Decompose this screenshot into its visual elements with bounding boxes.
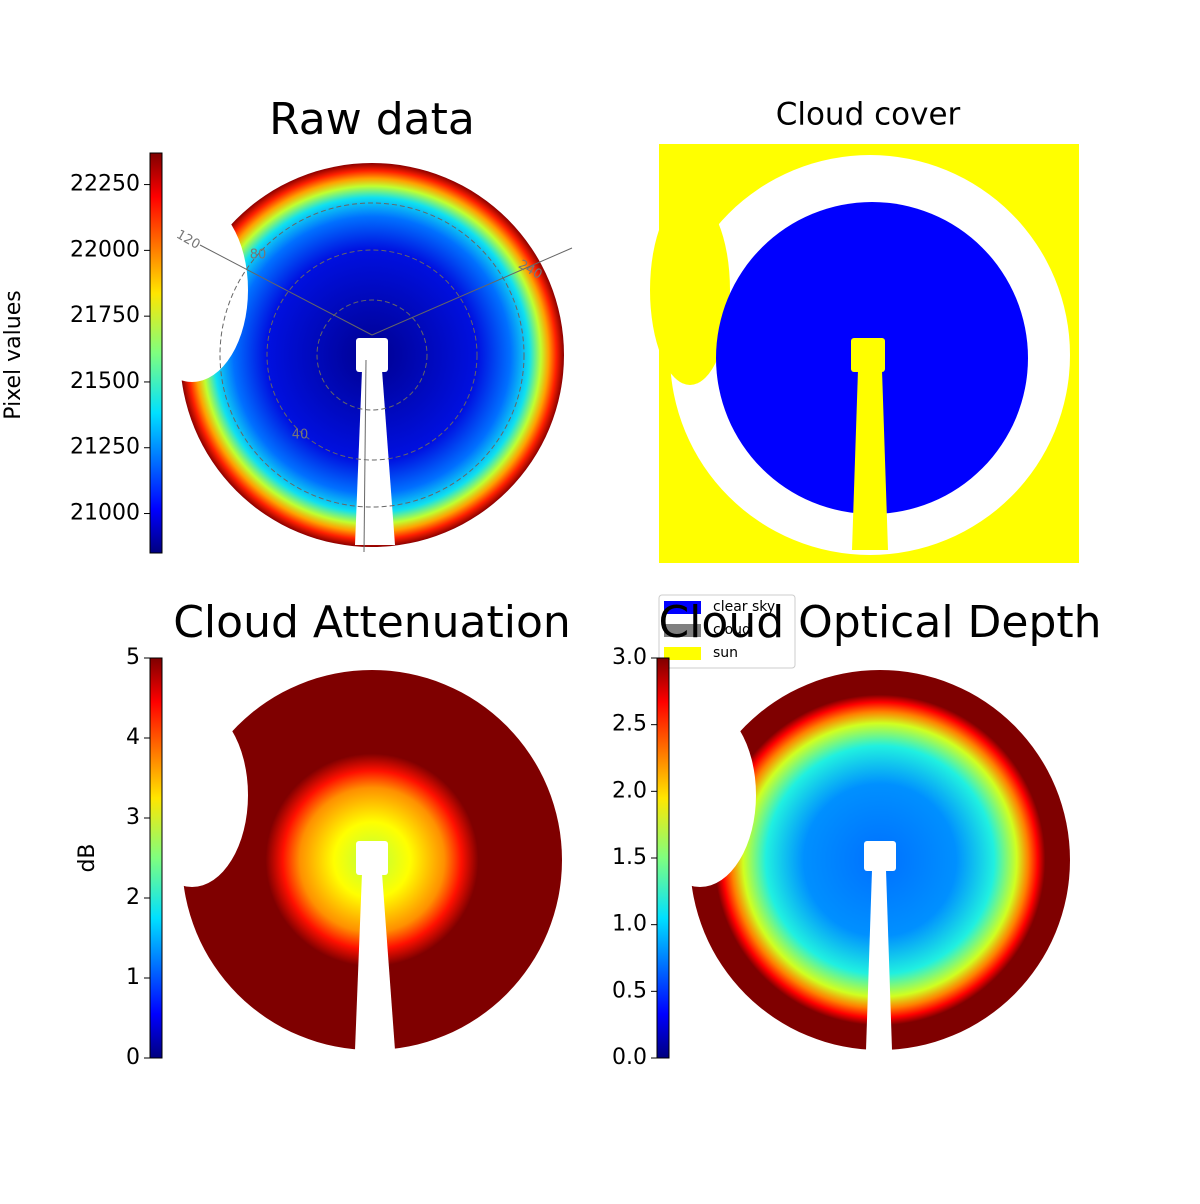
colorbar-tick-label: 22000 [70, 237, 140, 262]
colorbar-tick-label: 0.5 [612, 978, 647, 1003]
colorbar-tick-label: 2.5 [612, 712, 647, 737]
legend-swatch [664, 647, 701, 660]
colorbar-tick-label: 21000 [70, 501, 140, 526]
colorbar-tick-label: 3 [126, 805, 140, 830]
colorbar-tick-label: 22250 [70, 172, 140, 197]
colorbar-tick-label: 4 [126, 725, 140, 750]
colorbar-tick-label: 21250 [70, 435, 140, 460]
panel-title: Cloud cover [776, 97, 961, 133]
colorbar-label: Pixel values [1, 290, 26, 419]
panel-title: Cloud Attenuation [173, 597, 571, 648]
colorbar-tick-label: 1 [126, 965, 140, 990]
panel-title: Cloud Optical Depth [658, 597, 1101, 648]
legend-swatch [664, 624, 701, 637]
colorbar-tick-label: 1.5 [612, 845, 647, 870]
polar-label: 80 [250, 248, 267, 263]
panel-title: Raw data [269, 94, 475, 145]
colorbar-tick-label: 21750 [70, 303, 140, 328]
colorbar-tick-label: 2.0 [612, 778, 647, 803]
attenuation-image [136, 670, 562, 1050]
colorbar-tick-label: 3.0 [612, 645, 647, 670]
colorbar-tick-label: 0.0 [612, 1045, 647, 1070]
colorbar [149, 152, 163, 554]
legend-swatch [664, 601, 701, 614]
colorbar [149, 657, 163, 1059]
colorbar-label: dB [75, 843, 100, 872]
colorbar-tick-label: 21500 [70, 369, 140, 394]
optical-depth-image [644, 670, 1070, 1050]
legend-label: clear sky [713, 599, 775, 615]
colorbar-tick-label: 1.0 [612, 912, 647, 937]
colorbar-tick-label: 5 [126, 645, 140, 670]
legend-label: cloud [713, 622, 751, 638]
colorbar-tick-label: 0 [126, 1045, 140, 1070]
cloud-cover-image [650, 144, 1079, 563]
colorbar-tick-label: 2 [126, 885, 140, 910]
legend-label: sun [713, 645, 738, 661]
polar-label: 40 [292, 428, 309, 443]
raw-image [136, 163, 573, 553]
colorbar [656, 657, 670, 1059]
